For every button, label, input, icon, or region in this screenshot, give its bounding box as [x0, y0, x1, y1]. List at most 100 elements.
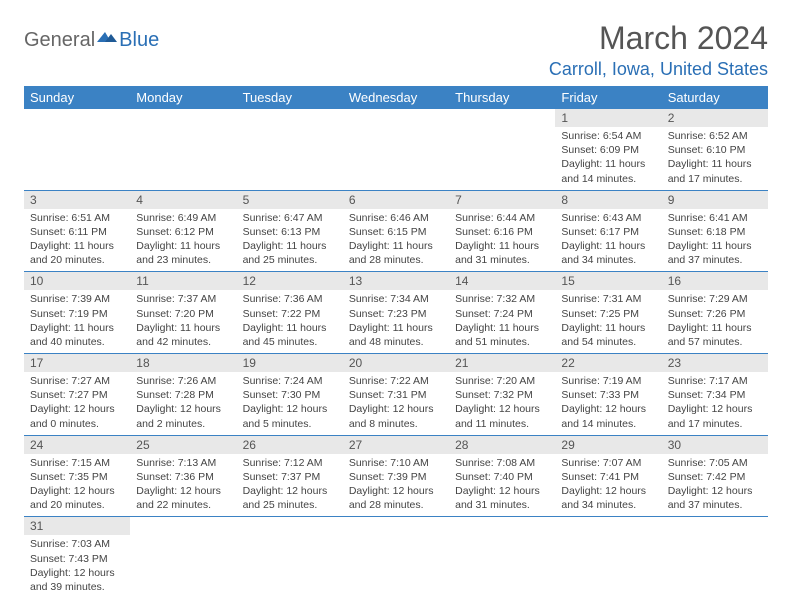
day-details: Sunrise: 6:41 AMSunset: 6:18 PMDaylight:…: [662, 209, 768, 272]
calendar-cell: 6Sunrise: 6:46 AMSunset: 6:15 PMDaylight…: [343, 190, 449, 272]
sunset-text: Sunset: 7:23 PM: [349, 307, 443, 321]
weekday-header: Thursday: [449, 86, 555, 109]
daylight-text: Daylight: 12 hours and 20 minutes.: [30, 484, 124, 512]
day-details: Sunrise: 6:52 AMSunset: 6:10 PMDaylight:…: [662, 127, 768, 190]
calendar-row: 31Sunrise: 7:03 AMSunset: 7:43 PMDayligh…: [24, 517, 768, 598]
sunrise-text: Sunrise: 7:24 AM: [243, 374, 337, 388]
weekday-header: Monday: [130, 86, 236, 109]
logo: General Blue: [24, 28, 159, 52]
day-number: 10: [24, 272, 130, 290]
calendar-cell: [555, 517, 661, 598]
day-details: Sunrise: 7:37 AMSunset: 7:20 PMDaylight:…: [130, 290, 236, 353]
daylight-text: Daylight: 12 hours and 2 minutes.: [136, 402, 230, 430]
day-details: Sunrise: 7:03 AMSunset: 7:43 PMDaylight:…: [24, 535, 130, 598]
sunset-text: Sunset: 6:17 PM: [561, 225, 655, 239]
calendar-row: 3Sunrise: 6:51 AMSunset: 6:11 PMDaylight…: [24, 190, 768, 272]
calendar-cell: 13Sunrise: 7:34 AMSunset: 7:23 PMDayligh…: [343, 272, 449, 354]
sunset-text: Sunset: 6:13 PM: [243, 225, 337, 239]
calendar-cell: [449, 109, 555, 190]
day-number: 5: [237, 191, 343, 209]
calendar-cell: 21Sunrise: 7:20 AMSunset: 7:32 PMDayligh…: [449, 354, 555, 436]
sunrise-text: Sunrise: 7:15 AM: [30, 456, 124, 470]
day-number: 29: [555, 436, 661, 454]
calendar-cell: 20Sunrise: 7:22 AMSunset: 7:31 PMDayligh…: [343, 354, 449, 436]
sunset-text: Sunset: 6:18 PM: [668, 225, 762, 239]
day-number: 17: [24, 354, 130, 372]
day-number: 27: [343, 436, 449, 454]
day-number: 19: [237, 354, 343, 372]
sunset-text: Sunset: 7:40 PM: [455, 470, 549, 484]
day-number: 31: [24, 517, 130, 535]
calendar-cell: 15Sunrise: 7:31 AMSunset: 7:25 PMDayligh…: [555, 272, 661, 354]
day-details: Sunrise: 6:47 AMSunset: 6:13 PMDaylight:…: [237, 209, 343, 272]
sunset-text: Sunset: 7:30 PM: [243, 388, 337, 402]
daylight-text: Daylight: 11 hours and 20 minutes.: [30, 239, 124, 267]
sunset-text: Sunset: 7:41 PM: [561, 470, 655, 484]
sunset-text: Sunset: 7:42 PM: [668, 470, 762, 484]
daylight-text: Daylight: 12 hours and 0 minutes.: [30, 402, 124, 430]
sunrise-text: Sunrise: 7:37 AM: [136, 292, 230, 306]
sunset-text: Sunset: 7:22 PM: [243, 307, 337, 321]
sunrise-text: Sunrise: 7:20 AM: [455, 374, 549, 388]
sunrise-text: Sunrise: 7:36 AM: [243, 292, 337, 306]
day-number: 25: [130, 436, 236, 454]
daylight-text: Daylight: 11 hours and 31 minutes.: [455, 239, 549, 267]
day-number: 11: [130, 272, 236, 290]
calendar-cell: [343, 517, 449, 598]
sunset-text: Sunset: 6:16 PM: [455, 225, 549, 239]
calendar-cell: 31Sunrise: 7:03 AMSunset: 7:43 PMDayligh…: [24, 517, 130, 598]
day-details: Sunrise: 6:49 AMSunset: 6:12 PMDaylight:…: [130, 209, 236, 272]
day-details: Sunrise: 7:13 AMSunset: 7:36 PMDaylight:…: [130, 454, 236, 517]
day-details: Sunrise: 7:12 AMSunset: 7:37 PMDaylight:…: [237, 454, 343, 517]
day-details: Sunrise: 7:34 AMSunset: 7:23 PMDaylight:…: [343, 290, 449, 353]
calendar-cell: [662, 517, 768, 598]
calendar-cell: [24, 109, 130, 190]
sunset-text: Sunset: 7:20 PM: [136, 307, 230, 321]
day-number: 21: [449, 354, 555, 372]
sunrise-text: Sunrise: 6:51 AM: [30, 211, 124, 225]
sunrise-text: Sunrise: 6:41 AM: [668, 211, 762, 225]
day-number: 28: [449, 436, 555, 454]
sunset-text: Sunset: 7:24 PM: [455, 307, 549, 321]
daylight-text: Daylight: 11 hours and 17 minutes.: [668, 157, 762, 185]
sunrise-text: Sunrise: 6:52 AM: [668, 129, 762, 143]
calendar-row: 17Sunrise: 7:27 AMSunset: 7:27 PMDayligh…: [24, 354, 768, 436]
daylight-text: Daylight: 11 hours and 45 minutes.: [243, 321, 337, 349]
sunrise-text: Sunrise: 7:19 AM: [561, 374, 655, 388]
day-details: Sunrise: 7:39 AMSunset: 7:19 PMDaylight:…: [24, 290, 130, 353]
calendar-cell: 27Sunrise: 7:10 AMSunset: 7:39 PMDayligh…: [343, 435, 449, 517]
sunrise-text: Sunrise: 7:29 AM: [668, 292, 762, 306]
calendar-cell: [449, 517, 555, 598]
daylight-text: Daylight: 11 hours and 34 minutes.: [561, 239, 655, 267]
daylight-text: Daylight: 11 hours and 14 minutes.: [561, 157, 655, 185]
sunrise-text: Sunrise: 7:32 AM: [455, 292, 549, 306]
sunset-text: Sunset: 7:25 PM: [561, 307, 655, 321]
day-number: 1: [555, 109, 661, 127]
sunset-text: Sunset: 7:37 PM: [243, 470, 337, 484]
calendar-cell: 24Sunrise: 7:15 AMSunset: 7:35 PMDayligh…: [24, 435, 130, 517]
day-number: 13: [343, 272, 449, 290]
day-details: Sunrise: 7:15 AMSunset: 7:35 PMDaylight:…: [24, 454, 130, 517]
calendar-row: 1Sunrise: 6:54 AMSunset: 6:09 PMDaylight…: [24, 109, 768, 190]
daylight-text: Daylight: 11 hours and 54 minutes.: [561, 321, 655, 349]
daylight-text: Daylight: 12 hours and 37 minutes.: [668, 484, 762, 512]
calendar-cell: 16Sunrise: 7:29 AMSunset: 7:26 PMDayligh…: [662, 272, 768, 354]
day-details: Sunrise: 6:46 AMSunset: 6:15 PMDaylight:…: [343, 209, 449, 272]
sunrise-text: Sunrise: 7:27 AM: [30, 374, 124, 388]
location-text: Carroll, Iowa, United States: [549, 59, 768, 80]
calendar-cell: 30Sunrise: 7:05 AMSunset: 7:42 PMDayligh…: [662, 435, 768, 517]
daylight-text: Daylight: 12 hours and 11 minutes.: [455, 402, 549, 430]
day-number: 6: [343, 191, 449, 209]
daylight-text: Daylight: 12 hours and 31 minutes.: [455, 484, 549, 512]
sunset-text: Sunset: 7:28 PM: [136, 388, 230, 402]
calendar-cell: 10Sunrise: 7:39 AMSunset: 7:19 PMDayligh…: [24, 272, 130, 354]
daylight-text: Daylight: 11 hours and 37 minutes.: [668, 239, 762, 267]
day-details: Sunrise: 7:26 AMSunset: 7:28 PMDaylight:…: [130, 372, 236, 435]
day-number: 30: [662, 436, 768, 454]
sunset-text: Sunset: 6:12 PM: [136, 225, 230, 239]
calendar-row: 24Sunrise: 7:15 AMSunset: 7:35 PMDayligh…: [24, 435, 768, 517]
day-number: 20: [343, 354, 449, 372]
weekday-header-row: Sunday Monday Tuesday Wednesday Thursday…: [24, 86, 768, 109]
daylight-text: Daylight: 11 hours and 42 minutes.: [136, 321, 230, 349]
day-number: 16: [662, 272, 768, 290]
